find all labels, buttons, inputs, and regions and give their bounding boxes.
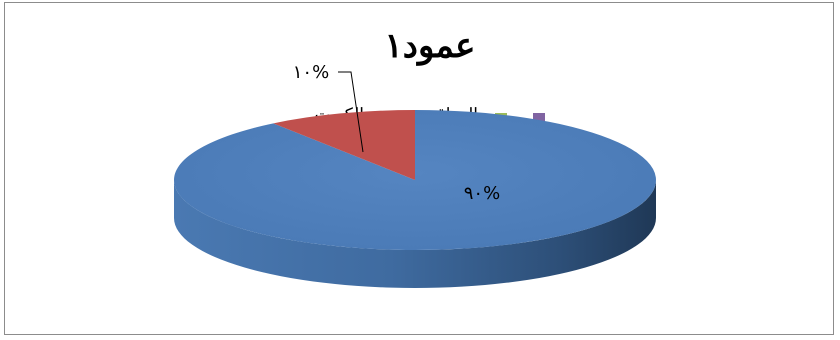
chart-title: عمود١ xyxy=(384,26,476,66)
pie-slice-kuwait xyxy=(174,110,657,250)
pie-side-wall xyxy=(174,180,656,288)
pie-slice-iraq xyxy=(273,110,415,180)
data-labels: ٩٠% ١٠% xyxy=(293,62,500,204)
leader-line-iraq xyxy=(338,71,364,153)
data-label-iraq: ١٠% xyxy=(293,62,329,83)
pie-layer xyxy=(174,110,657,288)
data-label-kuwait: ٩٠% xyxy=(464,183,500,204)
